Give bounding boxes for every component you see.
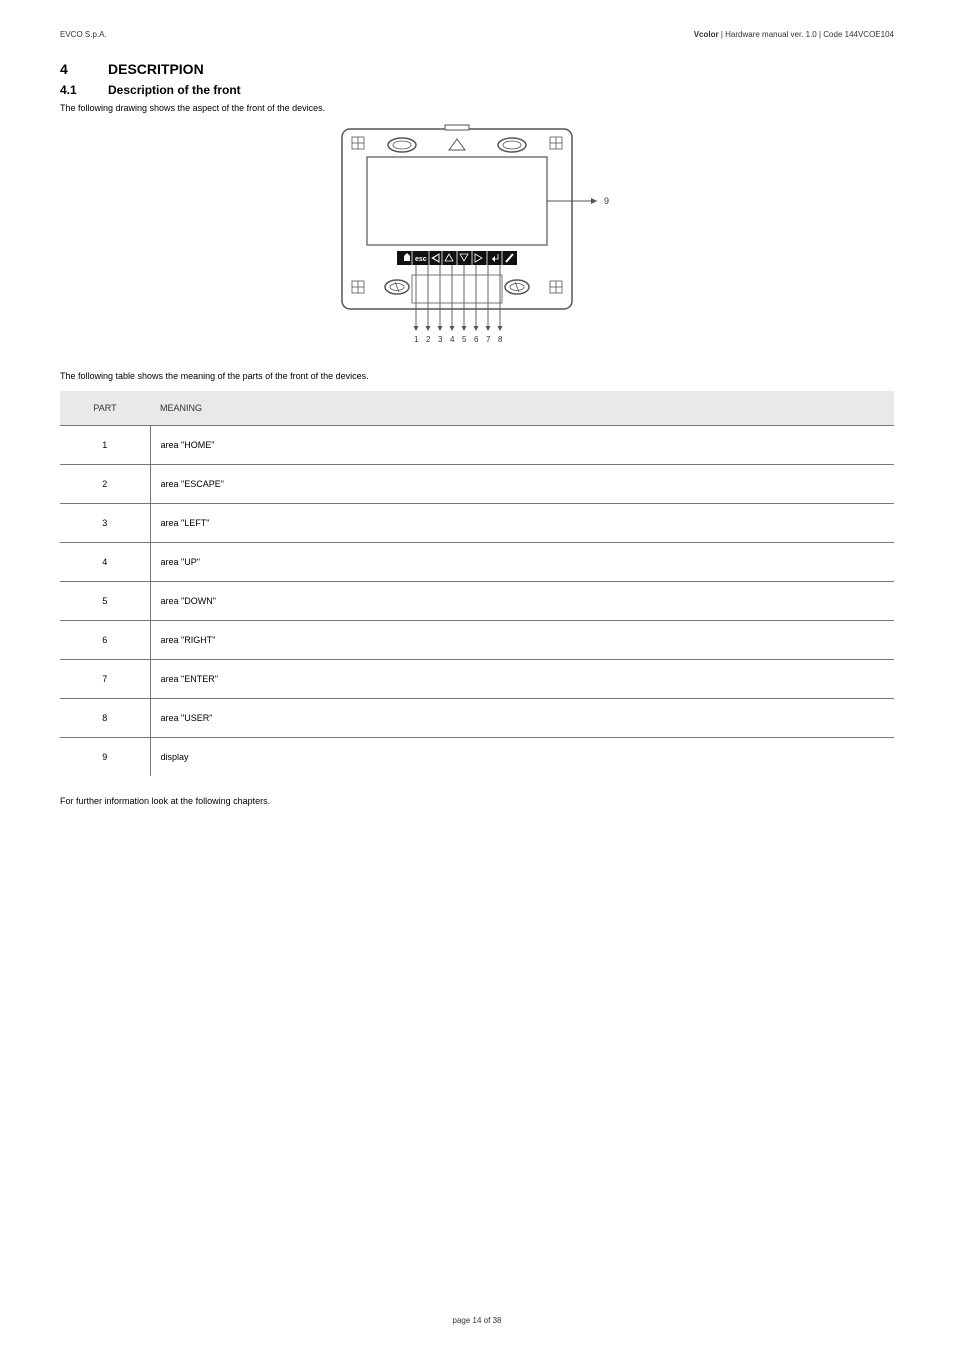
screw-top-right	[550, 137, 562, 149]
table-row: 2area "ESCAPE"	[60, 465, 894, 504]
col-part: PART	[60, 391, 150, 426]
header-left: EVCO S.p.A.	[60, 30, 107, 39]
knob-right-inner	[503, 141, 521, 149]
outro-text: For further information look at the foll…	[60, 796, 894, 806]
knob-left-inner	[393, 141, 411, 149]
cell-part: 5	[60, 582, 150, 621]
table-row: 4area "UP"	[60, 543, 894, 582]
triangle-icon	[449, 139, 465, 150]
table-row: 3area "LEFT"	[60, 504, 894, 543]
callout-arrow-9	[591, 198, 597, 204]
cell-meaning: area "ENTER"	[150, 660, 894, 699]
cell-meaning: area "UP"	[150, 543, 894, 582]
table-row: 8area "USER"	[60, 699, 894, 738]
header-right: Vcolor | Hardware manual ver. 1.0 | Code…	[694, 30, 894, 39]
page-header: EVCO S.p.A. Vcolor | Hardware manual ver…	[60, 30, 894, 39]
section-heading: 4DESCRITPION	[60, 61, 894, 77]
display-rect	[367, 157, 547, 245]
section-title: DESCRITPION	[108, 61, 204, 77]
svg-text:2: 2	[426, 335, 431, 344]
cell-part: 4	[60, 543, 150, 582]
screw-bottom-right	[550, 281, 562, 293]
section-number: 4	[60, 61, 108, 77]
cell-meaning: area "USER"	[150, 699, 894, 738]
table-header-row: PART MEANING	[60, 391, 894, 426]
svg-text:6: 6	[474, 335, 479, 344]
header-right-rest: | Hardware manual ver. 1.0 | Code 144VCO…	[719, 30, 894, 39]
cell-part: 2	[60, 465, 150, 504]
cell-meaning: area "DOWN"	[150, 582, 894, 621]
device-svg: 9 esc	[312, 123, 642, 353]
subsection-title: Description of the front	[108, 83, 241, 97]
header-right-bold: Vcolor	[694, 30, 719, 39]
svg-text:8: 8	[498, 335, 503, 344]
leader-arrows	[414, 326, 503, 331]
knob-right	[498, 138, 526, 152]
table-row: 7area "ENTER"	[60, 660, 894, 699]
cell-part: 6	[60, 621, 150, 660]
callout-label-9: 9	[604, 196, 609, 206]
bezel-outer	[342, 129, 572, 309]
svg-text:1: 1	[414, 335, 419, 344]
bottom-panel	[412, 275, 502, 303]
device-diagram: 9 esc	[60, 123, 894, 355]
intro-text-1: The following drawing shows the aspect o…	[60, 103, 894, 113]
svg-text:3: 3	[438, 335, 443, 344]
page: EVCO S.p.A. Vcolor | Hardware manual ver…	[0, 0, 954, 1351]
table-row: 1area "HOME"	[60, 426, 894, 465]
intro-text-2: The following table shows the meaning of…	[60, 371, 894, 381]
cell-part: 3	[60, 504, 150, 543]
subsection-heading: 4.1Description of the front	[60, 83, 894, 97]
cell-part: 9	[60, 738, 150, 777]
cell-meaning: area "ESCAPE"	[150, 465, 894, 504]
col-meaning: MEANING	[150, 391, 894, 426]
table-row: 9display	[60, 738, 894, 777]
cell-meaning: area "HOME"	[150, 426, 894, 465]
cell-part: 7	[60, 660, 150, 699]
cell-meaning: area "LEFT"	[150, 504, 894, 543]
leader-labels: 12345678	[414, 335, 503, 344]
svg-text:4: 4	[450, 335, 455, 344]
bezel-notch	[445, 125, 469, 130]
knob-left	[388, 138, 416, 152]
cell-part: 1	[60, 426, 150, 465]
svg-text:5: 5	[462, 335, 467, 344]
screw-bottom-left	[352, 281, 364, 293]
table-row: 6area "RIGHT"	[60, 621, 894, 660]
leader-lines	[416, 265, 500, 328]
cell-meaning: area "RIGHT"	[150, 621, 894, 660]
table-row: 5area "DOWN"	[60, 582, 894, 621]
subsection-number: 4.1	[60, 83, 108, 97]
svg-text:7: 7	[486, 335, 491, 344]
parts-table: PART MEANING 1area "HOME"2area "ESCAPE"3…	[60, 391, 894, 776]
esc-icon: esc	[415, 256, 427, 263]
screw-top-left	[352, 137, 364, 149]
cell-meaning: display	[150, 738, 894, 777]
cell-part: 8	[60, 699, 150, 738]
page-footer: page 14 of 38	[0, 1316, 954, 1325]
